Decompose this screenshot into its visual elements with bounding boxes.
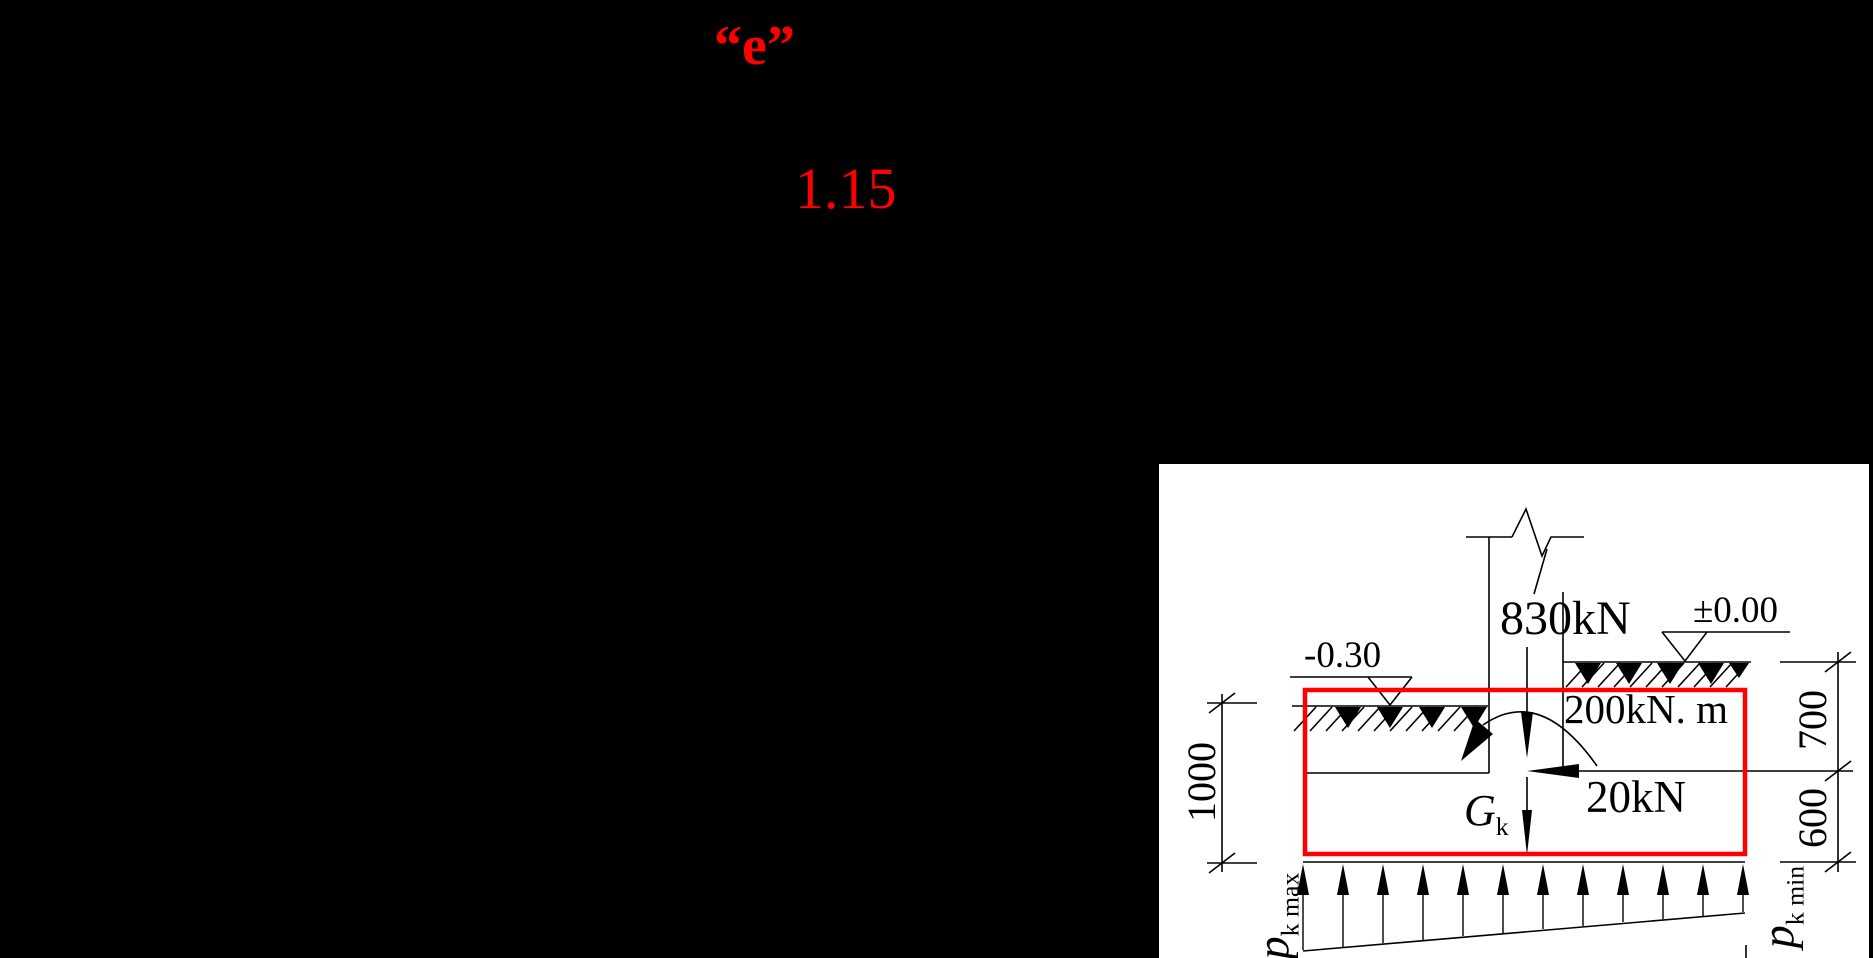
vertical-load-label: 830kN <box>1500 592 1631 645</box>
moment-label: 200kN. m <box>1564 686 1728 732</box>
ground-triangles-right <box>1575 663 1749 684</box>
level-minus-label: -0.30 <box>1304 635 1382 676</box>
annotation-value-1-15: 1.15 <box>795 156 897 221</box>
pressure-min-label: pk min <box>1752 865 1810 949</box>
dimension-left <box>1207 692 1257 874</box>
level-symbol-zero <box>1661 631 1790 663</box>
annotation-quoted-e: “e” <box>714 15 795 77</box>
self-weight-label: Gk <box>1464 786 1509 841</box>
pressure-arrows <box>1302 894 1744 950</box>
moment-arrowhead <box>1461 719 1493 761</box>
drawing-panel <box>1159 464 1869 958</box>
ground-triangles-left <box>1335 707 1487 728</box>
self-weight-arrowhead <box>1522 810 1532 855</box>
pressure-arrowheads <box>1297 864 1749 895</box>
horizontal-load-label: 20kN <box>1586 772 1686 822</box>
column-break-symbol <box>1466 506 1584 595</box>
pressure-slope-line <box>1302 912 1747 958</box>
load-arrowhead-20 <box>1527 764 1579 778</box>
dimension-label-700: 700 <box>1790 690 1835 750</box>
dimension-right <box>1780 651 1856 873</box>
dimension-label-600: 600 <box>1790 788 1835 848</box>
load-arrowhead-830 <box>1521 712 1533 758</box>
level-zero-label: ±0.00 <box>1693 590 1779 631</box>
moment-arc <box>1482 711 1598 767</box>
red-highlight-box <box>1302 687 1748 857</box>
level-symbol-minus <box>1290 676 1413 707</box>
dimension-label-1000: 1000 <box>1179 742 1224 822</box>
foundation-outline <box>1303 772 1745 863</box>
pressure-max-label: pk max <box>1247 872 1305 958</box>
